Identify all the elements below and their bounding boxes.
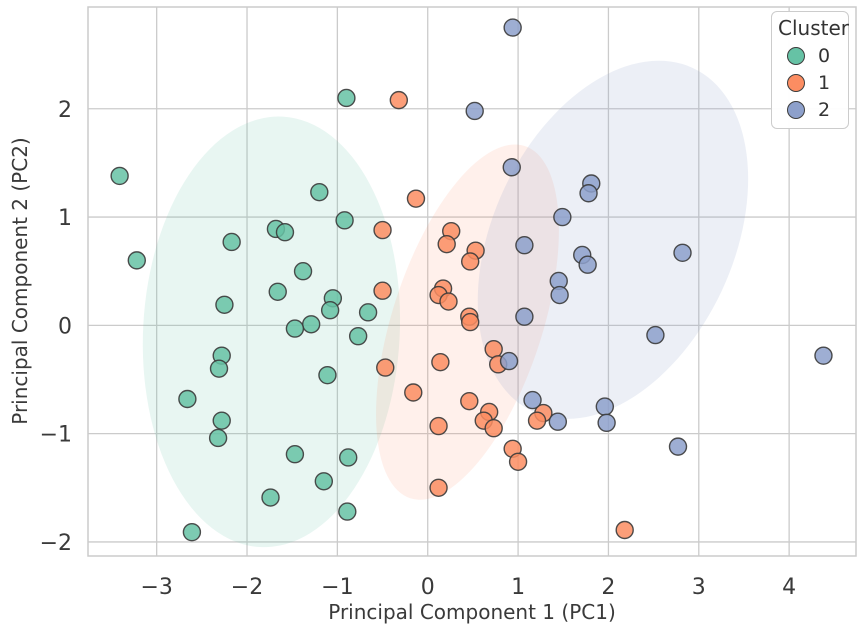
scatter-point-cluster-0 [338,502,357,521]
scatter-point-cluster-0 [261,488,280,507]
scatter-point-cluster-0 [110,166,129,186]
scatter-point-cluster-0 [285,319,305,338]
plot-border [87,6,857,557]
x-tick-label: −2 [231,575,263,600]
scatter-point-cluster-0 [285,445,305,464]
scatter-point-cluster-0 [222,232,241,252]
scatter-point-cluster-0 [293,262,313,281]
scatter-point-cluster-2 [814,346,833,365]
legend-item-0: 0 [778,45,842,67]
y-tick-label: 0 [58,314,72,339]
scatter-point-cluster-2 [597,413,616,433]
scatter-point-cluster-1 [429,416,448,436]
y-tick-label: 2 [58,98,72,123]
scatter-point-cluster-0 [358,303,378,322]
scatter-point-cluster-0 [178,389,197,409]
scatter-point-cluster-1 [376,358,395,377]
x-tick-label: 3 [692,575,706,600]
cluster-2-ellipse [477,60,749,419]
scatter-point-cluster-0 [268,282,287,301]
x-tick-label: 4 [782,575,796,600]
x-axis-label: Principal Component 1 (PC1) [328,600,616,624]
scatter-point-cluster-0 [209,359,229,378]
scatter-point-cluster-0 [301,315,321,334]
scatter-point-cluster-2 [523,390,542,410]
legend-marker-icon [787,74,805,92]
scatter-point-cluster-2 [673,243,692,263]
legend-item-label: 1 [818,72,831,94]
scatter-point-cluster-2 [578,255,597,274]
scatter-point-cluster-1 [404,383,423,402]
scatter-point-cluster-2 [515,307,534,326]
scatter-point-cluster-2 [548,412,568,431]
scatter-point-cluster-1 [439,292,458,311]
scatter-point-cluster-2 [503,18,522,37]
y-tick-label: −2 [40,531,72,556]
y-tick-label: 1 [58,206,72,231]
x-tick-label: −3 [140,575,172,600]
legend-marker-icon [787,101,805,119]
legend-item-2: 2 [778,99,842,121]
scatter-point-cluster-2 [502,158,521,177]
scatter-point-cluster-1 [484,419,503,438]
scatter-point-cluster-2 [515,236,534,255]
scatter-point-cluster-1 [460,252,480,271]
scatter-point-cluster-1 [615,520,634,540]
scatter-point-cluster-0 [127,251,146,270]
legend: Cluster 0 1 2 [771,11,849,129]
scatter-point-cluster-2 [465,101,484,121]
scatter-point-cluster-1 [460,391,479,411]
scatter-point-cluster-1 [484,339,503,359]
y-axis-label: Principal Component 2 (PC2) [8,137,32,425]
cluster-0-ellipse [142,116,401,548]
legend-marker-icon [787,47,805,65]
scatter-point-cluster-2 [553,207,572,227]
scatter-point-cluster-1 [429,478,448,497]
scatter-point-cluster-0 [337,88,356,108]
scatter-point-cluster-0 [182,522,202,542]
scatter-point-cluster-0 [339,448,358,467]
scatter-point-cluster-0 [320,300,340,320]
scatter-point-cluster-1 [460,312,480,332]
legend-item-1: 1 [778,72,842,94]
y-tick-label: −1 [40,423,72,448]
scatter-point-cluster-0 [318,365,337,385]
x-tick-label: 1 [511,575,525,600]
legend-items: 0 1 2 [778,45,842,121]
scatter-point-cluster-0 [212,411,231,430]
legend-title: Cluster [778,16,849,40]
scatter-point-cluster-1 [437,234,456,254]
x-tick-label: 2 [601,575,615,600]
scatter-point-cluster-0 [208,428,228,448]
legend-item-label: 2 [818,99,831,121]
legend-item-label: 0 [818,45,831,67]
scatter-point-cluster-2 [550,285,569,305]
x-tick-label: 0 [421,575,435,600]
scatter-point-cluster-0 [348,326,368,346]
scatter-point-cluster-0 [310,182,329,202]
scatter-point-cluster-2 [668,437,688,456]
scatter-point-cluster-1 [431,352,450,372]
scatter-point-cluster-1 [508,452,528,471]
scatter-point-cluster-1 [373,281,392,300]
x-tick-label: −1 [321,575,353,600]
scatter-point-cluster-2 [499,351,519,371]
scatter-point-cluster-1 [373,220,392,240]
scatter-point-cluster-0 [215,295,234,314]
scatter-point-cluster-1 [527,411,547,430]
scatter-point-cluster-2 [579,184,598,203]
scatter-point-cluster-2 [646,325,665,345]
scatter-point-cluster-0 [314,472,334,491]
scatter-point-cluster-0 [275,223,295,242]
scatter-point-cluster-2 [595,397,615,416]
scatter-point-cluster-1 [389,90,409,110]
scatter-point-cluster-1 [406,189,426,208]
scatter-point-cluster-0 [335,211,354,230]
